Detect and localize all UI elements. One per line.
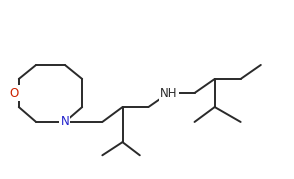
Text: NH: NH: [160, 86, 177, 100]
Text: N: N: [61, 115, 69, 129]
Text: O: O: [9, 86, 19, 100]
